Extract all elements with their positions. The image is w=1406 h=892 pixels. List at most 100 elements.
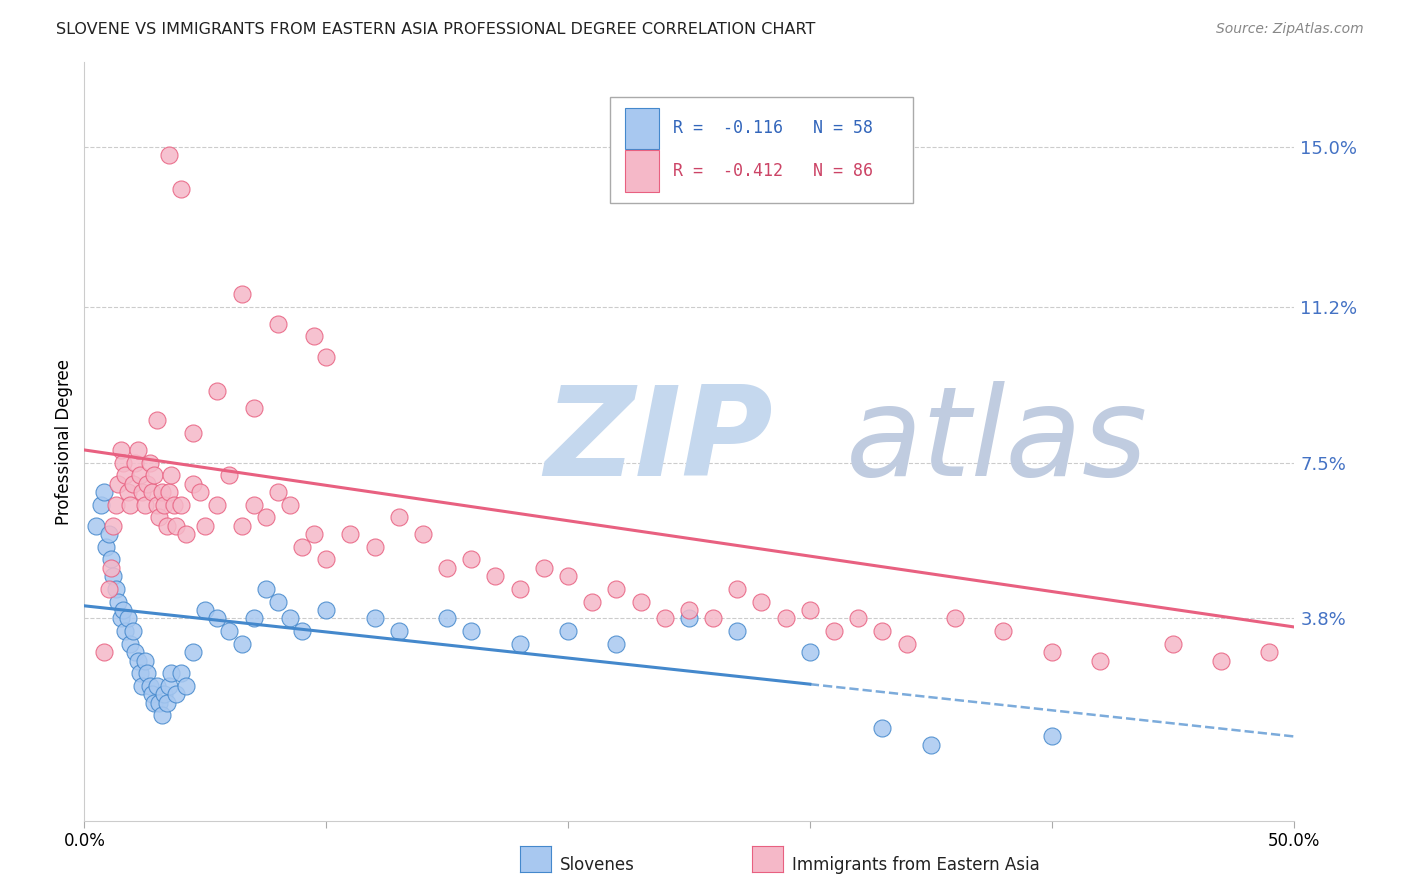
Point <box>150 708 173 723</box>
Point <box>315 552 337 566</box>
Point <box>872 721 894 735</box>
FancyBboxPatch shape <box>624 150 659 192</box>
Point <box>114 468 136 483</box>
Point <box>291 540 314 554</box>
Point <box>141 485 163 500</box>
Text: SLOVENE VS IMMIGRANTS FROM EASTERN ASIA PROFESSIONAL DEGREE CORRELATION CHART: SLOVENE VS IMMIGRANTS FROM EASTERN ASIA … <box>56 22 815 37</box>
Point <box>165 518 187 533</box>
Point <box>150 485 173 500</box>
Point <box>533 561 555 575</box>
Point <box>131 679 153 693</box>
Point <box>153 498 176 512</box>
Point <box>121 624 143 639</box>
Point <box>412 527 434 541</box>
Point <box>194 603 217 617</box>
Point <box>93 645 115 659</box>
Point <box>605 582 627 596</box>
Point <box>315 603 337 617</box>
Point <box>117 485 139 500</box>
Point <box>103 518 125 533</box>
Point <box>207 384 229 398</box>
Point <box>110 442 132 457</box>
Point <box>129 468 152 483</box>
Point <box>557 624 579 639</box>
Point <box>131 485 153 500</box>
Point <box>165 687 187 701</box>
Point <box>315 351 337 365</box>
Point <box>943 611 966 625</box>
Point <box>630 594 652 608</box>
Point <box>155 518 177 533</box>
Point <box>160 666 183 681</box>
Point <box>207 498 229 512</box>
Point <box>104 582 127 596</box>
Point <box>153 687 176 701</box>
Point <box>242 498 264 512</box>
Point <box>146 413 169 427</box>
Point <box>278 498 301 512</box>
Point <box>100 552 122 566</box>
Point <box>207 611 229 625</box>
Point <box>86 518 108 533</box>
Point <box>751 594 773 608</box>
Point <box>124 456 146 470</box>
Point <box>103 569 125 583</box>
Point <box>702 611 724 625</box>
Point <box>654 611 676 625</box>
Point <box>823 624 845 639</box>
Point <box>141 687 163 701</box>
Point <box>104 498 127 512</box>
Point <box>231 518 253 533</box>
Point <box>181 476 204 491</box>
Point <box>302 329 325 343</box>
Point <box>242 401 264 415</box>
FancyBboxPatch shape <box>610 96 912 202</box>
Point <box>254 510 277 524</box>
Point <box>97 582 120 596</box>
Point <box>581 594 603 608</box>
Point <box>100 561 122 575</box>
Point <box>136 666 159 681</box>
Point <box>509 582 531 596</box>
Point <box>170 498 193 512</box>
Point <box>157 485 180 500</box>
Point <box>114 624 136 639</box>
Point <box>94 540 117 554</box>
Point <box>112 456 135 470</box>
Point <box>436 611 458 625</box>
Point <box>143 468 166 483</box>
Point <box>254 582 277 596</box>
Point <box>97 527 120 541</box>
Point <box>1161 637 1184 651</box>
Point <box>388 624 411 639</box>
Point <box>1040 730 1063 744</box>
Point <box>896 637 918 651</box>
Point <box>155 696 177 710</box>
Point <box>121 476 143 491</box>
Point <box>124 645 146 659</box>
Point <box>107 594 129 608</box>
Point <box>231 287 253 301</box>
Point <box>920 738 942 752</box>
Point <box>120 637 142 651</box>
Point <box>557 569 579 583</box>
Point <box>872 624 894 639</box>
Point <box>170 666 193 681</box>
Text: R =  -0.412   N = 86: R = -0.412 N = 86 <box>673 161 873 180</box>
Text: R =  -0.116   N = 58: R = -0.116 N = 58 <box>673 120 873 137</box>
Point <box>846 611 869 625</box>
Y-axis label: Professional Degree: Professional Degree <box>55 359 73 524</box>
Point <box>136 476 159 491</box>
Point <box>363 540 385 554</box>
Point <box>181 426 204 441</box>
Point <box>107 476 129 491</box>
Point <box>339 527 361 541</box>
Point <box>146 498 169 512</box>
Point <box>90 498 112 512</box>
Point <box>1040 645 1063 659</box>
Point <box>143 696 166 710</box>
Text: Immigrants from Eastern Asia: Immigrants from Eastern Asia <box>792 856 1039 874</box>
Point <box>181 645 204 659</box>
Point <box>242 611 264 625</box>
Text: atlas: atlas <box>846 381 1149 502</box>
